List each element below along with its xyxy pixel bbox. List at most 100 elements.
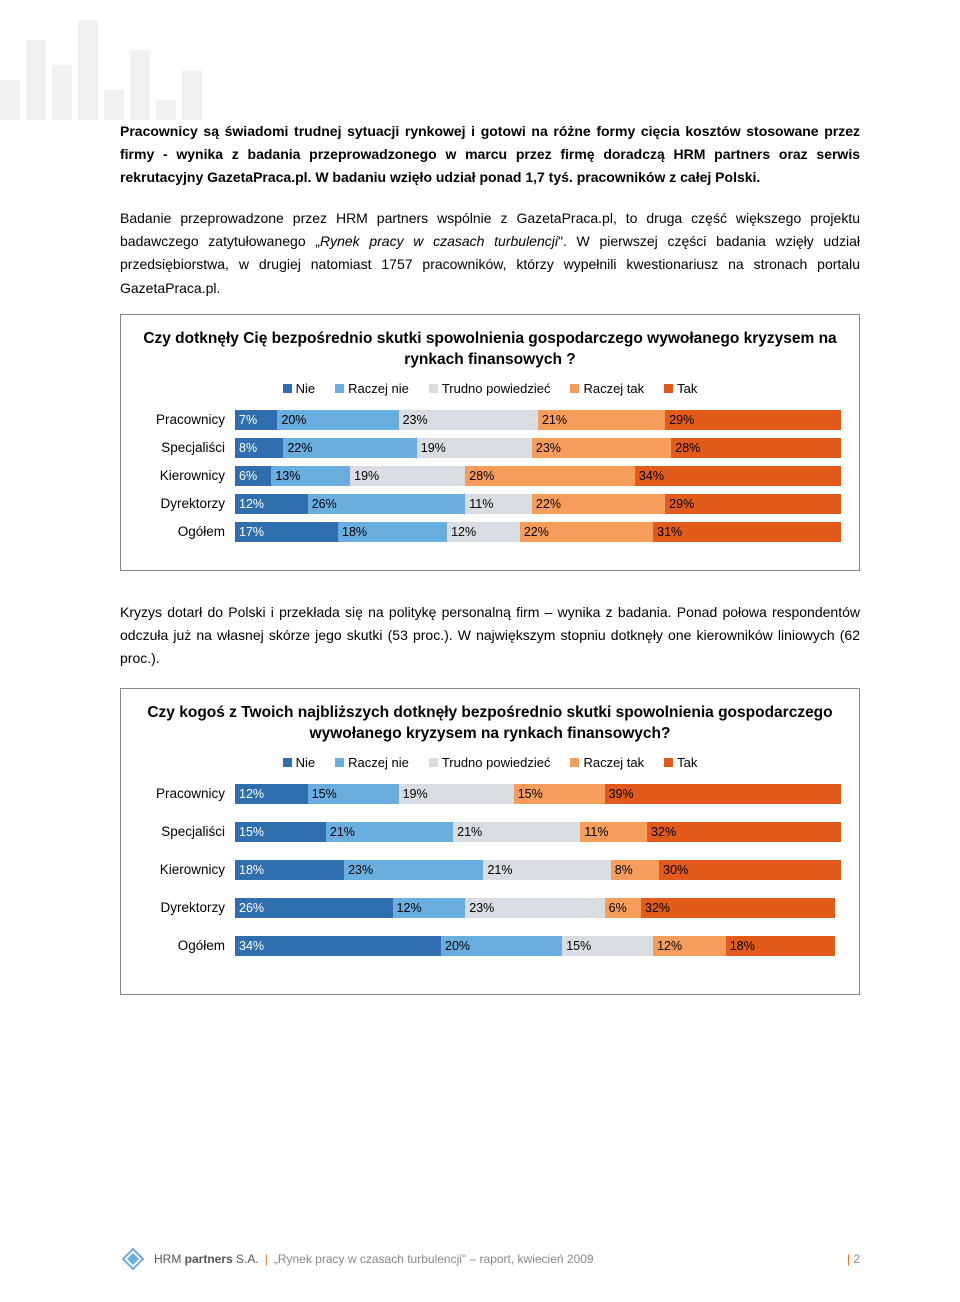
- legend-swatch: [429, 384, 438, 393]
- row-label: Dyrektorzy: [139, 496, 235, 511]
- bar-segment: 12%: [447, 522, 520, 542]
- intro-text-italic: Rynek pracy w czasach turbulencji: [320, 233, 558, 249]
- bar-segment: 15%: [235, 822, 326, 842]
- bar-track: 15%21%21%11%32%: [235, 822, 841, 842]
- chart-title: Czy kogoś z Twoich najbliższych dotknęły…: [139, 703, 841, 745]
- legend-item: Nie: [283, 381, 316, 396]
- bar-segment: 11%: [465, 494, 532, 514]
- footer-logo-icon: [120, 1246, 146, 1272]
- chart-row: Kierownicy6%13%19%28%34%: [139, 466, 841, 486]
- bar-segment: 21%: [453, 822, 580, 842]
- chart-row: Dyrektorzy26%12%23%6%32%: [139, 898, 841, 918]
- bar-track: 12%26%11%22%29%: [235, 494, 841, 514]
- bar-segment: 20%: [277, 410, 398, 430]
- bar-segment: 17%: [235, 522, 338, 542]
- legend-label: Raczej tak: [583, 755, 644, 770]
- bar-segment: 22%: [532, 494, 665, 514]
- bar-segment: 29%: [665, 410, 841, 430]
- chart-row: Specjaliści8%22%19%23%28%: [139, 438, 841, 458]
- bar-segment: 23%: [532, 438, 671, 458]
- chart-row: Ogółem17%18%12%22%31%: [139, 522, 841, 542]
- footer-tagline: „Rynek pracy w czasach turbulencji" – ra…: [274, 1252, 594, 1266]
- chart-title: Czy dotknęły Cię bezpośrednio skutki spo…: [139, 329, 841, 371]
- mid-paragraph: Kryzys dotarł do Polski i przekłada się …: [120, 601, 860, 670]
- legend-item: Tak: [664, 755, 697, 770]
- legend-label: Tak: [677, 381, 697, 396]
- bar-segment: 34%: [235, 936, 441, 956]
- bar-segment: 6%: [235, 466, 271, 486]
- bar-segment: 26%: [235, 898, 393, 918]
- bar-segment: 12%: [393, 898, 466, 918]
- legend-label: Raczej tak: [583, 381, 644, 396]
- legend-item: Trudno powiedzieć: [429, 381, 551, 396]
- legend-item: Tak: [664, 381, 697, 396]
- bar-segment: 28%: [671, 438, 841, 458]
- bar-segment: 39%: [605, 784, 841, 804]
- bar-segment: 12%: [653, 936, 726, 956]
- chart-row: Dyrektorzy12%26%11%22%29%: [139, 494, 841, 514]
- bar-segment: 12%: [235, 784, 308, 804]
- legend-item: Trudno powiedzieć: [429, 755, 551, 770]
- footer-brand-suffix: S.A.: [233, 1252, 259, 1266]
- row-label: Kierownicy: [139, 468, 235, 483]
- chart-row: Kierownicy18%23%21%8%30%: [139, 860, 841, 880]
- row-label: Specjaliści: [139, 824, 235, 839]
- row-label: Pracownicy: [139, 786, 235, 801]
- footer-page-value: 2: [853, 1252, 860, 1266]
- legend-swatch: [335, 758, 344, 767]
- legend-label: Tak: [677, 755, 697, 770]
- legend-swatch: [335, 384, 344, 393]
- row-label: Specjaliści: [139, 440, 235, 455]
- bar-track: 6%13%19%28%34%: [235, 466, 841, 486]
- legend-swatch: [664, 384, 673, 393]
- bar-segment: 32%: [647, 822, 841, 842]
- bar-track: 26%12%23%6%32%: [235, 898, 841, 918]
- bar-segment: 12%: [235, 494, 308, 514]
- legend-item: Raczej nie: [335, 755, 409, 770]
- bar-segment: 21%: [326, 822, 453, 842]
- chart-1-container: Czy dotknęły Cię bezpośrednio skutki spo…: [120, 314, 860, 571]
- bar-segment: 15%: [308, 784, 399, 804]
- bar-track: 12%15%19%15%39%: [235, 784, 841, 804]
- row-label: Dyrektorzy: [139, 900, 235, 915]
- bar-segment: 28%: [465, 466, 635, 486]
- bar-track: 18%23%21%8%30%: [235, 860, 841, 880]
- row-label: Pracownicy: [139, 412, 235, 427]
- legend-swatch: [570, 384, 579, 393]
- legend-label: Raczej nie: [348, 755, 409, 770]
- bar-segment: 23%: [465, 898, 604, 918]
- bar-segment: 19%: [417, 438, 532, 458]
- bar-track: 7%20%23%21%29%: [235, 410, 841, 430]
- bar-segment: 18%: [338, 522, 447, 542]
- bar-segment: 23%: [399, 410, 538, 430]
- bar-segment: 8%: [235, 438, 283, 458]
- chart-row: Pracownicy7%20%23%21%29%: [139, 410, 841, 430]
- legend-swatch: [283, 758, 292, 767]
- chart-row: Ogółem34%20%15%12%18%: [139, 936, 841, 956]
- footer-page-number: | 2: [847, 1252, 860, 1266]
- legend-label: Trudno powiedzieć: [442, 755, 551, 770]
- bar-segment: 22%: [520, 522, 653, 542]
- bar-track: 17%18%12%22%31%: [235, 522, 841, 542]
- footer-brand: HRM partners S.A.: [154, 1252, 259, 1266]
- legend-label: Raczej nie: [348, 381, 409, 396]
- legend-item: Raczej tak: [570, 755, 644, 770]
- legend-swatch: [283, 384, 292, 393]
- bar-segment: 29%: [665, 494, 841, 514]
- bar-segment: 18%: [235, 860, 344, 880]
- bar-segment: 22%: [283, 438, 416, 458]
- intro-paragraph-regular: Badanie przeprowadzone przez HRM partner…: [120, 207, 860, 299]
- bar-segment: 21%: [483, 860, 610, 880]
- intro-paragraph-bold: Pracownicy są świadomi trudnej sytuacji …: [120, 120, 860, 189]
- bar-segment: 23%: [344, 860, 483, 880]
- chart-legend: Nie Raczej nie Trudno powiedzieć Raczej tak…: [139, 381, 841, 396]
- row-label: Ogółem: [139, 524, 235, 539]
- bar-segment: 26%: [308, 494, 466, 514]
- decorative-header-bars: [0, 0, 300, 120]
- bar-track: 34%20%15%12%18%: [235, 936, 841, 956]
- chart-row: Specjaliści15%21%21%11%32%: [139, 822, 841, 842]
- row-label: Kierownicy: [139, 862, 235, 877]
- legend-item: Nie: [283, 755, 316, 770]
- legend-swatch: [429, 758, 438, 767]
- legend-label: Trudno powiedzieć: [442, 381, 551, 396]
